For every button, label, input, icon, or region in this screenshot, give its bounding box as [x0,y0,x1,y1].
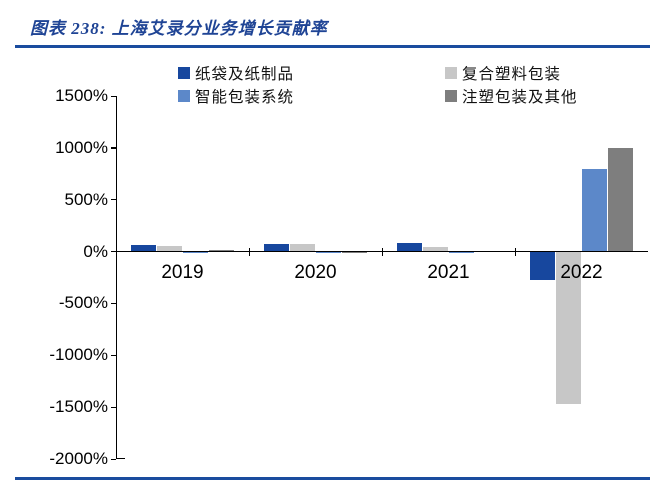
bar-2019-series2 [182,251,208,254]
bar-2022-series3 [607,147,633,252]
y-axis-tick-mark [111,458,116,460]
axis-corner-tick [116,457,125,459]
legend-swatch-icon [178,67,190,79]
chart-title: 图表 238: 上海艾录分业务增长贡献率 [30,19,328,38]
legend-label: 注塑包装及其他 [462,89,578,106]
x-axis-tick-mark [382,247,384,256]
y-axis-tick-label: 500% [64,189,108,209]
x-axis-category-label: 2021 [427,261,470,283]
bar-2020-series0 [263,244,289,252]
x-axis-category-label: 2020 [294,261,337,283]
legend-swatch-icon [445,90,457,102]
bar-2019-series1 [156,245,182,252]
x-axis-tick-mark [249,247,251,256]
y-axis-tick-mark [111,354,116,356]
bar-2020-series2 [315,251,341,254]
bar-2019-series3 [208,250,234,252]
y-axis-tick-mark [111,302,116,305]
bottom-divider-rule [15,477,650,480]
legend-item: 纸袋及纸制品 [178,64,295,83]
y-axis-tick-mark [111,251,116,253]
legend-item: 注塑包装及其他 [445,87,578,106]
y-axis-tick-label: -1000% [49,345,108,365]
legend-label: 复合塑料包装 [462,66,562,83]
legend-swatch-icon [445,67,457,79]
y-axis-tick-label: 1000% [55,137,108,157]
y-axis-tick-label: 0% [83,241,108,261]
bar-2021-series2 [448,251,474,254]
bar-2021-series1 [422,246,448,252]
legend-item: 智能包装系统 [178,87,295,106]
legend-item: 复合塑料包装 [445,64,562,83]
bar-2020-series1 [289,243,315,252]
x-axis-category-label: 2022 [560,261,603,283]
bar-2021-series0 [396,243,422,252]
title-divider-rule [15,45,650,48]
y-axis-tick-label: -1500% [49,397,108,417]
y-axis-tick-mark [111,95,116,97]
y-axis-tick-label: -2000% [49,449,108,468]
y-axis-line [116,96,118,459]
y-axis-tick-label: -500% [58,293,108,313]
y-axis-tick-mark [111,406,116,408]
y-axis-tick-mark [111,199,116,201]
y-axis-tick-label: 1500% [55,86,108,105]
legend-swatch-icon [178,90,190,102]
y-axis-tick-mark [111,147,116,149]
x-axis-category-label: 2019 [161,261,204,283]
legend-label: 纸袋及纸制品 [195,66,295,83]
bar-2022-series1 [555,251,581,405]
bar-2022-series2 [581,168,607,252]
x-axis-tick-mark [515,247,517,256]
bar-2019-series0 [130,245,156,252]
legend-label: 智能包装系统 [195,89,295,106]
bar-2022-series0 [529,251,555,280]
